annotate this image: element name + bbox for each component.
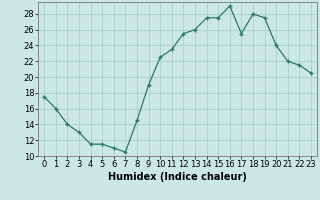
X-axis label: Humidex (Indice chaleur): Humidex (Indice chaleur) (108, 172, 247, 182)
